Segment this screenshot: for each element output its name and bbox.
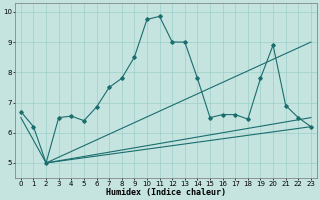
X-axis label: Humidex (Indice chaleur): Humidex (Indice chaleur) bbox=[106, 188, 226, 197]
